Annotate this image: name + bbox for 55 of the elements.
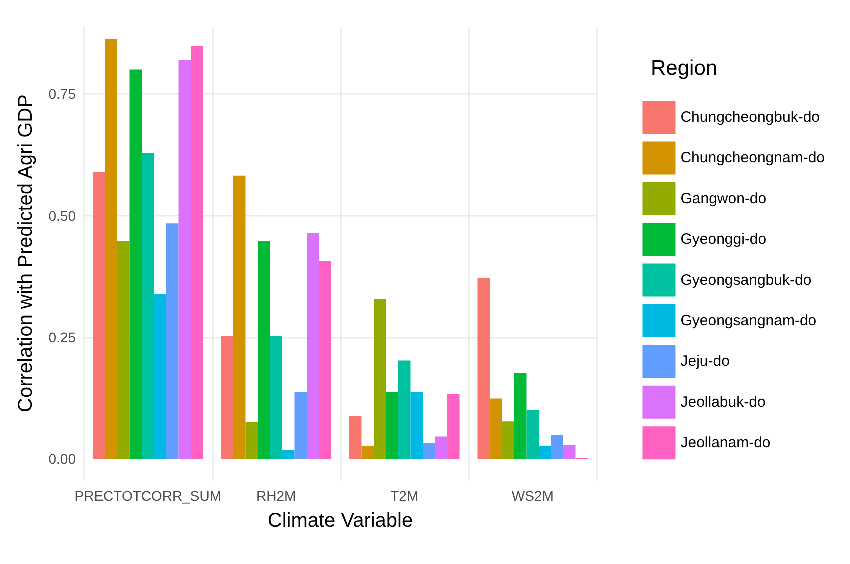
y-tick-label: 0.50 [48, 208, 76, 224]
bar [448, 394, 460, 460]
legend-label: Jeollanam-do [680, 434, 771, 452]
bar [294, 392, 308, 460]
legend-label: Chungcheongnam-do [680, 150, 826, 167]
bar [258, 241, 270, 460]
bar [374, 299, 386, 460]
legend-label: Gyeongsangbuk-do [680, 272, 812, 289]
bar [514, 372, 527, 460]
bar [246, 422, 258, 460]
bar [478, 278, 490, 460]
legend-label: Gyeonggi-do [680, 231, 767, 248]
bar [221, 336, 234, 460]
bar [191, 46, 204, 460]
x-tick-label: WS2M [512, 488, 554, 504]
bar [564, 444, 576, 460]
bar [386, 392, 398, 460]
bar [349, 416, 362, 460]
y-tick-label: 0.75 [48, 86, 76, 102]
bar [435, 436, 448, 460]
legend-label: Jeollabuk-do [680, 394, 766, 411]
bar [490, 398, 502, 460]
bar [362, 446, 374, 460]
bar [166, 224, 179, 460]
legend-label: Gangwon-do [680, 190, 767, 208]
bar [319, 262, 332, 460]
y-axis-title: Correlation with Predicted Agri GDP [15, 94, 37, 412]
bar [105, 39, 118, 460]
bar [282, 450, 295, 460]
legend-title: Region [651, 57, 718, 80]
bar [551, 435, 564, 460]
bar [423, 444, 436, 460]
legend-label: Jeju-do [680, 353, 730, 370]
x-tick-label: RH2M [256, 488, 296, 504]
bar [154, 294, 167, 460]
y-tick-label: 0.00 [48, 451, 76, 468]
bar [526, 410, 539, 460]
bar [92, 172, 106, 460]
bar [307, 233, 320, 460]
bar [410, 392, 424, 460]
x-axis-title: Climate Variable [268, 510, 414, 532]
bar [398, 360, 411, 460]
bar [270, 336, 283, 460]
x-tick-label: PRECTOTCORR_SUM [74, 488, 222, 504]
x-tick-label: T2M [390, 488, 419, 504]
legend-label: Chungcheongbuk-do [680, 109, 820, 126]
bar [233, 176, 246, 460]
bar [142, 153, 154, 460]
y-tick-label: 0.25 [48, 329, 76, 346]
bar [178, 60, 192, 460]
bar [130, 70, 142, 460]
bar [539, 446, 552, 460]
legend-label: Gyeongsangnam-do [680, 312, 817, 330]
bar [117, 241, 130, 460]
bar [502, 422, 514, 460]
